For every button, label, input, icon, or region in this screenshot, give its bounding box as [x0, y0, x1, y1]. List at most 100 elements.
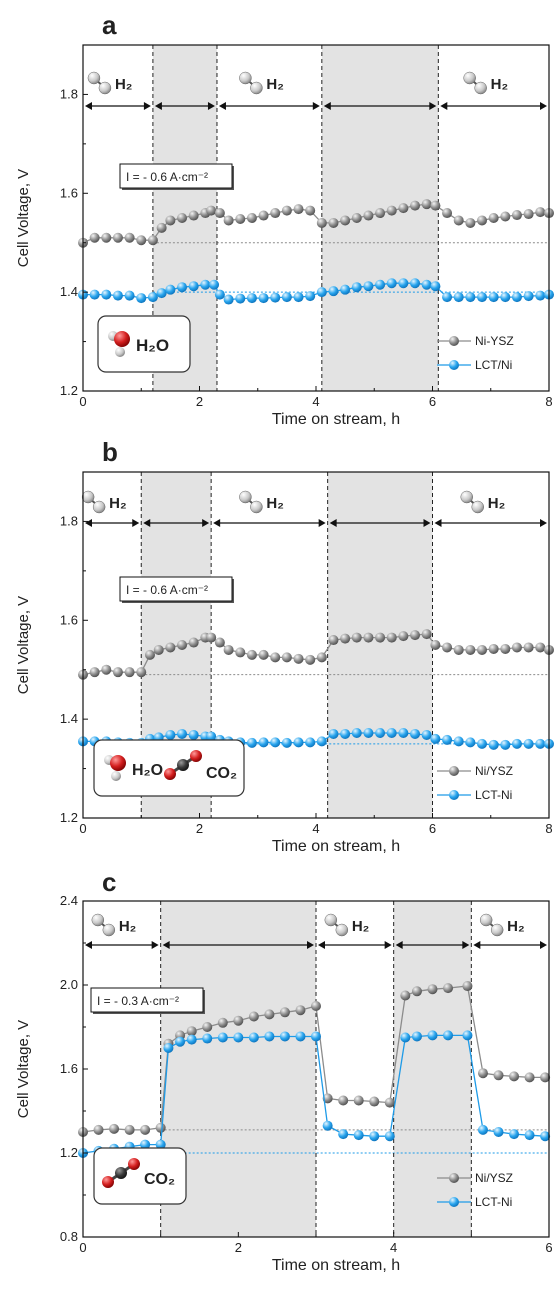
- data-point: [223, 215, 234, 226]
- data-point: [421, 199, 432, 210]
- data-point: [140, 1139, 151, 1150]
- data-point: [206, 632, 217, 643]
- data-point: [443, 1030, 454, 1041]
- legend-entry: LCT-Ni: [437, 1195, 512, 1209]
- h-atom: [463, 71, 476, 85]
- legend-marker: [449, 336, 459, 346]
- o-atom: [164, 768, 176, 780]
- phase-arrow: [162, 941, 314, 949]
- x-tick-label: 6: [429, 821, 436, 836]
- data-point: [101, 289, 112, 300]
- data-point: [430, 733, 441, 744]
- data-point: [351, 632, 362, 643]
- phase-arrow: [323, 102, 437, 110]
- h2-label: H₂: [488, 495, 506, 512]
- y-tick-label: 1.4: [60, 711, 78, 726]
- y-tick-label: 1.8: [60, 86, 78, 101]
- h2-label: H₂: [352, 918, 370, 935]
- x-tick-label: 0: [79, 394, 86, 409]
- phase-arrow-head-left: [395, 941, 403, 949]
- data-point: [375, 727, 386, 738]
- x-axis-label: Time on stream, h: [272, 1257, 400, 1274]
- data-point: [363, 632, 374, 643]
- data-point: [258, 737, 269, 748]
- data-point: [523, 209, 534, 220]
- panel-b: H₂ H₂ H₂ 0 2 4 6 8 1.2 1.4 1.6 1.8 Time on stream, h…: [15, 437, 554, 855]
- data-point: [214, 208, 225, 219]
- data-point: [398, 278, 409, 289]
- data-point: [186, 1026, 197, 1037]
- y-tick-label: 1.2: [60, 810, 78, 825]
- data-point: [442, 208, 453, 219]
- x-tick-label: 4: [312, 821, 319, 836]
- data-point: [233, 1015, 244, 1026]
- phase-arrow: [85, 941, 159, 949]
- phase-arrow: [154, 102, 215, 110]
- data-point: [295, 1031, 306, 1042]
- legend-marker: [449, 360, 459, 370]
- data-point: [165, 215, 176, 226]
- phase-arrow-head-left: [143, 519, 151, 527]
- data-point: [477, 644, 488, 655]
- phase-arrow-head-left: [162, 941, 170, 949]
- series-reference: [78, 199, 554, 248]
- data-point: [453, 215, 464, 226]
- h-atom: [81, 490, 95, 504]
- h2-label: H₂: [507, 918, 524, 935]
- phase-arrow: [218, 102, 320, 110]
- data-point: [311, 1031, 321, 1042]
- x-axis-label: Time on stream, h: [272, 838, 400, 855]
- series-reference: [78, 629, 554, 680]
- data-point: [322, 1120, 333, 1131]
- data-point: [511, 292, 522, 303]
- legend-entry: LCT-Ni: [437, 788, 512, 802]
- data-point: [477, 1068, 488, 1079]
- data-point: [340, 215, 351, 226]
- legend-label: Ni/YSZ: [475, 1171, 513, 1185]
- legend-label: LCT-Ni: [475, 788, 512, 802]
- data-point: [430, 640, 441, 650]
- data-point: [488, 643, 499, 654]
- data-point: [386, 278, 397, 289]
- data-point: [136, 235, 147, 246]
- y-tick-label: 1.2: [60, 383, 78, 398]
- h2-molecule-icon: H₂: [91, 913, 136, 937]
- data-point: [223, 294, 234, 305]
- current-box: [119, 163, 233, 189]
- fuel-label: H₂O: [136, 336, 169, 355]
- h-atom: [474, 81, 487, 95]
- data-point: [462, 981, 473, 992]
- data-point: [351, 213, 362, 223]
- panel-label: b: [102, 437, 118, 467]
- panel-label: a: [102, 10, 117, 40]
- data-point: [246, 737, 257, 748]
- phase-arrow-head-right: [143, 102, 151, 110]
- x-tick-label: 4: [312, 394, 319, 409]
- phase-arrow: [395, 941, 470, 949]
- data-point: [421, 279, 432, 290]
- data-point: [442, 734, 453, 745]
- x-tick-label: 2: [196, 821, 203, 836]
- data-point: [223, 644, 234, 655]
- legend-label: Ni/YSZ: [475, 764, 513, 778]
- data-point: [369, 1096, 380, 1107]
- phase-arrow: [143, 519, 210, 527]
- data-point: [186, 1034, 197, 1045]
- legend-label: LCT/Ni: [475, 358, 512, 372]
- phase-arrow-head-right: [423, 519, 431, 527]
- y-tick-label: 0.8: [60, 1229, 78, 1244]
- h-atom: [335, 923, 349, 937]
- fuel-label: H₂O: [132, 762, 163, 779]
- data-point: [511, 210, 522, 221]
- series-lct: [78, 278, 554, 305]
- h2-molecule-icon: H₂: [463, 71, 508, 95]
- data-point: [101, 232, 112, 243]
- data-point: [338, 1095, 349, 1106]
- h-atom: [91, 913, 105, 927]
- phase-arrow: [440, 102, 547, 110]
- data-point: [375, 279, 386, 290]
- data-point: [153, 644, 164, 655]
- x-tick-label: 8: [545, 394, 552, 409]
- phase-arrow: [434, 519, 547, 527]
- h2-molecule-icon: H₂: [239, 71, 284, 95]
